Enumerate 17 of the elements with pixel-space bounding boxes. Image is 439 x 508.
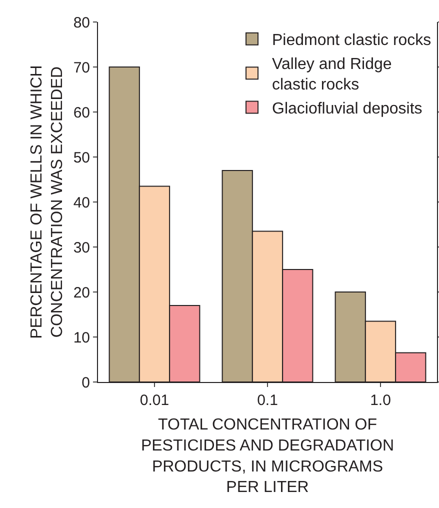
x-tick-label: 0.01 xyxy=(140,392,170,409)
y-tick-label: 10 xyxy=(73,329,90,346)
y-tick-label: 60 xyxy=(73,104,90,122)
y-tick-label: 0 xyxy=(82,374,90,392)
y-tick-label: 70 xyxy=(73,59,90,76)
y-tick-label: 20 xyxy=(73,284,90,302)
x-tick-label: 1.0 xyxy=(370,392,391,409)
legend-label: Piedmont clastic rocks xyxy=(272,32,432,50)
legend-label: Glaciofluvial deposits xyxy=(272,100,422,118)
legend-label: Valley and Ridge clastic rocks xyxy=(272,56,392,94)
y-tick-label: 80 xyxy=(73,14,90,32)
y-tick-label: 40 xyxy=(73,194,90,212)
y-axis-title: PERCENTAGE OF WELLS IN WHICH CONCENTRATION WAS EXCEEDED xyxy=(28,65,66,339)
y-tick-label: 30 xyxy=(73,239,90,256)
x-axis-title: TOTAL CONCENTRATION OF PESTICIDES AND DEGRADATION PRODUCTS, IN MICROGRAMS PER LITER xyxy=(140,416,394,496)
x-tick-label: 0.1 xyxy=(257,392,278,409)
y-tick-label: 50 xyxy=(73,149,90,166)
